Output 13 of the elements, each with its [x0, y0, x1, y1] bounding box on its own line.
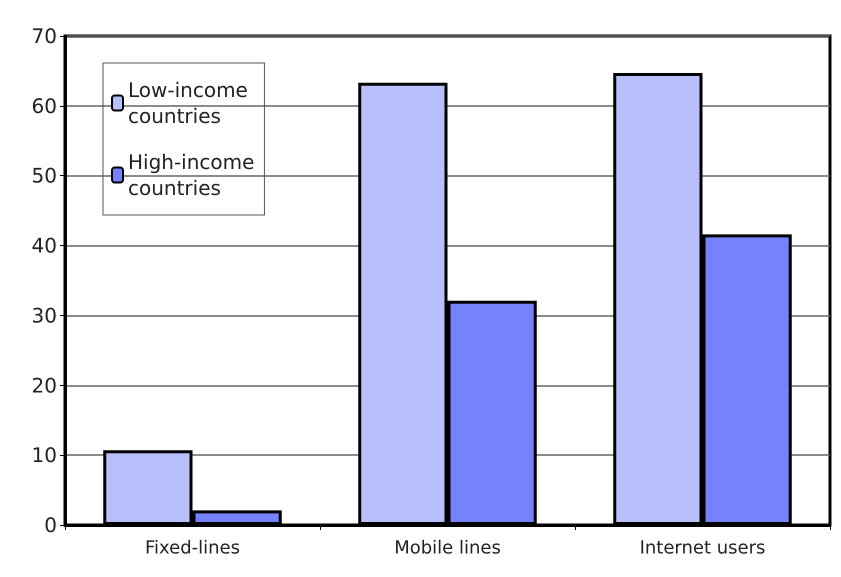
y-tick-label: 50	[32, 164, 57, 188]
x-tick-label: Fixed-lines	[144, 538, 240, 558]
x-tick-label: Mobile lines	[394, 538, 501, 558]
y-tick-label: 20	[32, 373, 57, 398]
y-tick-label: 40	[32, 234, 57, 258]
y-tick-label: 70	[32, 24, 57, 48]
y-tick-label: 60	[32, 94, 57, 118]
y-tick-label: 0	[44, 513, 57, 537]
y-tick-label: 30	[32, 303, 57, 328]
x-tick-label: Internet users	[640, 538, 766, 558]
legend-label: Low-income countries	[128, 78, 248, 128]
legend-label: High-income countries	[128, 150, 254, 200]
y-tick-label: 10	[32, 443, 57, 468]
